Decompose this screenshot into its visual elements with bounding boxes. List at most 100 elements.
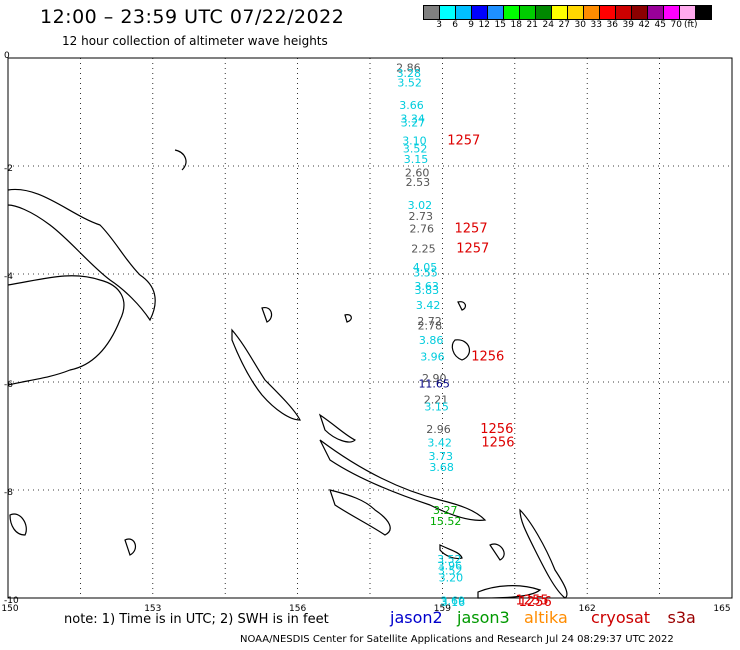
- coast-small-6: [451, 339, 471, 361]
- coast-small-3: [174, 149, 187, 171]
- pass-time-label: 1256: [519, 595, 552, 610]
- wave-height-value: 11.65: [418, 377, 450, 390]
- x-tick-label: 162: [579, 604, 596, 614]
- wave-height-value: 3.16: [441, 596, 466, 609]
- legend-swatch: [695, 5, 712, 20]
- legend-label: 15: [494, 20, 506, 30]
- wave-height-value: 3.83: [415, 284, 440, 297]
- coast-small-1: [9, 513, 27, 536]
- wave-height-value: 4.05: [413, 261, 438, 274]
- satellite-s3a: s3a: [667, 608, 696, 627]
- wave-height-value: 3.15: [424, 401, 449, 414]
- wave-height-value: 3.02: [408, 199, 433, 212]
- pass-time-label: 1256: [480, 422, 513, 437]
- wave-height-value: 2.96: [426, 423, 451, 436]
- legend-label: 9: [468, 20, 474, 30]
- satellite-cryosat: cryosat: [591, 608, 651, 627]
- wave-height-value: 3.69: [441, 594, 466, 607]
- wave-height-value: 3.27: [433, 504, 458, 517]
- satellite-altika: altika: [524, 608, 568, 627]
- pass-time-label: 1257: [456, 241, 489, 256]
- wave-height-value: 2.78: [418, 320, 443, 333]
- legend-label: 33: [590, 20, 602, 30]
- legend-swatches: [423, 5, 712, 20]
- wave-height-value: 3.63: [414, 280, 439, 293]
- x-tick-label: 153: [144, 604, 161, 614]
- wave-height-value: 3.66: [399, 99, 424, 112]
- satellite-jason2: jason2: [390, 608, 443, 627]
- wave-height-value: 3.52: [397, 77, 422, 90]
- y-tick-label: -10: [4, 596, 19, 606]
- pass-time-label: 1257: [455, 221, 488, 236]
- pass-time-label: 1256: [481, 436, 514, 451]
- credit-footer: NOAA/NESDIS Center for Satellite Applica…: [240, 634, 674, 645]
- legend-label: 18: [510, 20, 522, 30]
- pass-time-label: 1255: [516, 593, 549, 608]
- coast-small-5: [457, 301, 467, 311]
- legend-label: 70: [670, 20, 682, 30]
- wave-height-value: 3.42: [416, 299, 441, 312]
- legend-label: 24: [542, 20, 554, 30]
- coast-guadalcanal: [439, 544, 463, 560]
- y-tick-label: -8: [4, 488, 13, 498]
- wave-height-value: 3.52: [437, 553, 462, 566]
- x-tick-label: 150: [1, 604, 18, 614]
- wave-height-value: 3.20: [439, 572, 464, 585]
- coast-choiseul: [318, 413, 357, 443]
- wave-height-value: 3.27: [401, 116, 426, 129]
- coast-small-7: [344, 314, 352, 323]
- pass-time-label: 1257: [447, 133, 480, 148]
- wave-height-value: 2.53: [406, 176, 431, 189]
- coast-bougainville: [231, 328, 301, 421]
- legend-label: 12: [478, 20, 490, 30]
- legend-label: 27: [558, 20, 570, 30]
- wave-height-value: 3.73: [429, 450, 454, 463]
- coast-small-2: [124, 538, 137, 556]
- legend-label: 39: [622, 20, 634, 30]
- wave-height-value: 3.96: [420, 350, 445, 363]
- wave-height-value: 3.15: [404, 153, 429, 166]
- coast-new-ireland: [7, 188, 156, 322]
- legend-label: 36: [606, 20, 618, 30]
- wave-height-value: 2.25: [411, 242, 436, 255]
- wave-height-value: 3.86: [419, 334, 444, 347]
- pass-time-label: 1256: [471, 349, 504, 364]
- wave-height-value: 2.73: [408, 210, 433, 223]
- wave-height-value: 3.68: [429, 461, 454, 474]
- axis-ticks: 150 153 156 159 162 165 0 -2 -4 -6 -8 -10: [1, 51, 730, 614]
- legend-label: 42: [638, 20, 650, 30]
- y-tick-label: -2: [4, 164, 13, 174]
- coast-santa-isabel: [319, 439, 487, 521]
- x-tick-label: 156: [289, 604, 306, 614]
- x-tick-label: 159: [434, 604, 451, 614]
- legend-label: 3: [436, 20, 442, 30]
- color-legend: 3 6 9 12 15 18 21 24 27 30 33 36 39 42 45 70 (ft): [423, 5, 712, 30]
- wave-height-value: 2.76: [410, 222, 435, 235]
- coast-new-georgia: [329, 489, 391, 536]
- y-tick-label: -4: [4, 272, 13, 282]
- map-grid: [8, 58, 732, 598]
- wave-height-value: 3.96: [438, 559, 463, 572]
- map-subtitle: 12 hour collection of altimeter wave hei…: [62, 34, 328, 48]
- wave-height-value: 3.52: [438, 565, 463, 578]
- map-title: 12:00 – 23:59 UTC 07/22/2022: [40, 6, 345, 28]
- x-tick-label: 165: [713, 604, 730, 614]
- coastlines: [7, 149, 568, 599]
- wave-height-value: 3.34: [400, 113, 425, 126]
- wave-height-value: 3.42: [427, 437, 452, 450]
- wave-height-value: 2.86: [396, 61, 421, 74]
- legend-label: 30: [574, 20, 586, 30]
- legend-labels: 3 6 9 12 15 18 21 24 27 30 33 36 39 42 45 70 (ft): [423, 20, 711, 30]
- coast-small-4: [261, 306, 273, 323]
- wave-height-value: 2.21: [424, 394, 449, 407]
- legend-label: 21: [526, 20, 538, 30]
- wave-height-value: 3.28: [397, 67, 422, 80]
- wave-height-value: 3.10: [402, 134, 427, 147]
- wave-height-value: 2.90: [422, 372, 447, 385]
- wave-height-value: 3.52: [403, 142, 428, 155]
- coast-makira: [477, 585, 542, 599]
- wave-height-values: 2.863.283.523.663.343.273.103.523.152.60…: [396, 61, 465, 609]
- wave-height-value: 3.55: [413, 267, 438, 280]
